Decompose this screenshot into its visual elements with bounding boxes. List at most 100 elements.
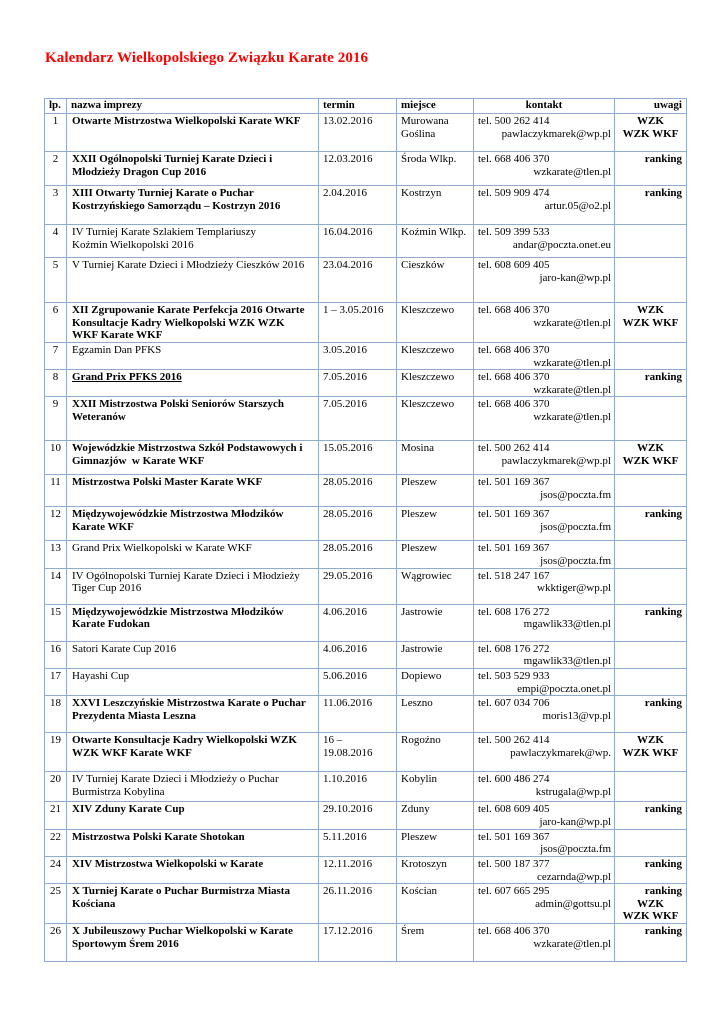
contact-cell: tel. 608 176 272 mgawlik33@tlen.pl bbox=[473, 640, 615, 670]
note-line: WZK WKF bbox=[622, 127, 679, 140]
event-name-cell: X Jubileuszowy Puchar Wielkopolski w Kar… bbox=[66, 923, 319, 963]
event-name-cell: XXII Mistrzostwa Polski Seniorów Starszy… bbox=[66, 396, 319, 442]
contact-cell: tel. 608 176 272 mgawlik33@tlen.pl bbox=[473, 603, 615, 642]
note-line: WZK bbox=[637, 734, 664, 747]
place-cell: Pleszew bbox=[396, 474, 474, 508]
notes-cell bbox=[614, 396, 687, 442]
place-cell: Krotoszyn bbox=[396, 855, 474, 885]
notes-cell bbox=[614, 640, 687, 670]
table-row: 19 Otwarte Konsultacje Kadry Wielkopolski… bbox=[44, 732, 687, 773]
contact-cell: tel. 501 169 367 jsos@poczta.fm bbox=[473, 474, 615, 508]
note-line: ranking bbox=[644, 885, 682, 898]
place-cell: Środa Wlkp. bbox=[396, 151, 474, 186]
note-line: ranking bbox=[644, 925, 682, 938]
contact-cell: tel. 668 406 370 wzkarate@tlen.pl bbox=[473, 302, 615, 343]
date-cell: 2.04.2016 bbox=[318, 185, 397, 225]
contact-cell: tel. 501 169 367 jsos@poczta.fm bbox=[473, 506, 615, 542]
event-name-cell: Otwarte Konsultacje Kadry Wielkopolski W… bbox=[66, 732, 319, 773]
event-name-cell: XXVI Leszczyńskie Mistrzostwa Karate o P… bbox=[66, 695, 319, 734]
phone-text: tel. 500 262 414 bbox=[478, 115, 550, 127]
place-cell: Pleszew bbox=[396, 828, 474, 857]
table-row: 21 XIV Zduny Karate Cup 29.10.2016 Zduny tel… bbox=[44, 801, 687, 830]
date-cell: 16.04.2016 bbox=[318, 224, 397, 258]
table-row: 15 Międzywojewódzkie Mistrzostwa Młodzikó… bbox=[44, 603, 687, 642]
phone-text: tel. 607 034 706 bbox=[478, 697, 550, 710]
notes-cell: ranking bbox=[614, 855, 687, 885]
row-number-cell: 15 bbox=[44, 603, 67, 642]
table-row: 24 XIV Mistrzostwa Wielkopolski w Karate 1… bbox=[44, 855, 687, 885]
event-name-cell: Międzywojewódzkie Mistrzostwa Młodzików … bbox=[66, 506, 319, 542]
row-number-cell: 25 bbox=[44, 883, 67, 925]
place-cell: Wągrowiec bbox=[396, 567, 474, 605]
notes-cell bbox=[614, 771, 687, 803]
notes-cell: WZK WZK WKF bbox=[614, 732, 687, 773]
phone-text: tel. 608 609 405 bbox=[478, 803, 550, 816]
column-header-uwagi: uwagi bbox=[614, 98, 687, 114]
notes-cell bbox=[614, 341, 687, 371]
table-row: 18 XXVI Leszczyńskie Mistrzostwa Karate o… bbox=[44, 695, 687, 734]
note-line: ranking bbox=[644, 508, 682, 521]
event-name-cell: Mistrzostwa Polski Karate Shotokan bbox=[66, 828, 319, 857]
phone-text: tel. 608 176 272 bbox=[478, 605, 550, 618]
events-table: lp. nazwa imprezy termin miejsce kontakt… bbox=[44, 98, 687, 963]
table-row: 7 Egzamin Dan PFKS 3.05.2016 Kleszczewo tel.… bbox=[44, 341, 687, 371]
table-row: 3 XIII Otwarty Turniej Karate o Puchar Ko… bbox=[44, 185, 687, 225]
date-cell: 29.10.2016 bbox=[318, 801, 397, 830]
contact-cell: tel. 503 529 933 empi@poczta.onet.pl bbox=[473, 668, 615, 697]
note-line: ranking bbox=[644, 187, 682, 199]
contact-cell: tel. 607 034 706 moris13@vp.pl bbox=[473, 695, 615, 734]
notes-cell bbox=[614, 540, 687, 569]
email-text: jaro-kan@wp.pl bbox=[539, 271, 611, 284]
note-line: WZK bbox=[637, 897, 664, 910]
phone-text: tel. 668 406 370 bbox=[478, 304, 550, 316]
email-text: wzkarate@tlen.pl bbox=[533, 383, 611, 396]
phone-text: tel. 518 247 167 bbox=[478, 569, 550, 582]
email-text: pawlaczykmarek@wp.pl bbox=[501, 127, 611, 140]
contact-cell: tel. 668 406 370 wzkarate@tlen.pl bbox=[473, 369, 615, 398]
date-cell: 4.06.2016 bbox=[318, 640, 397, 670]
contact-cell: tel. 518 247 167 wkktiger@wp.pl bbox=[473, 567, 615, 605]
row-number-cell: 13 bbox=[44, 540, 67, 569]
notes-cell: ranking bbox=[614, 695, 687, 734]
email-text: wkktiger@wp.pl bbox=[537, 582, 611, 595]
row-number-cell: 14 bbox=[44, 567, 67, 605]
date-cell: 1 – 3.05.2016 bbox=[318, 302, 397, 343]
table-row: 25 X Turniej Karate o Puchar Burmistrza M… bbox=[44, 883, 687, 925]
note-line: ranking bbox=[644, 371, 682, 384]
column-header-kontakt: kontakt bbox=[473, 98, 615, 114]
date-cell: 3.05.2016 bbox=[318, 341, 397, 371]
note-line: WZK bbox=[637, 115, 664, 127]
event-name-cell: IV Turniej Karate Dzieci i Młodzieży o P… bbox=[66, 771, 319, 803]
event-name-cell: XIV Mistrzostwa Wielkopolski w Karate bbox=[66, 855, 319, 885]
contact-cell: tel. 509 909 474 artur.05@o2.pl bbox=[473, 185, 615, 225]
event-name-cell: IV Ogólnopolski Turniej Karate Dzieci i … bbox=[66, 567, 319, 605]
row-number-cell: 16 bbox=[44, 640, 67, 670]
event-name-cell: Międzywojewódzkie Mistrzostwa Młodzików … bbox=[66, 603, 319, 642]
event-name-cell: Hayashi Cup bbox=[66, 668, 319, 697]
date-cell: 12.03.2016 bbox=[318, 151, 397, 186]
table-row: 2 XXII Ogólnopolski Turniej Karate Dzieci… bbox=[44, 151, 687, 186]
phone-text: tel. 608 176 272 bbox=[478, 642, 550, 655]
contact-cell: tel. 501 169 367 jsos@poczta.fm bbox=[473, 828, 615, 857]
row-number-cell: 4 bbox=[44, 224, 67, 258]
phone-text: tel. 668 406 370 bbox=[478, 153, 550, 165]
contact-cell: tel. 500 262 414 pawlaczykmarek@wp.pl bbox=[473, 113, 615, 152]
note-line: ranking bbox=[644, 605, 682, 618]
place-cell: Kleszczewo bbox=[396, 369, 474, 398]
date-cell: 7.05.2016 bbox=[318, 369, 397, 398]
place-cell: Jastrowie bbox=[396, 640, 474, 670]
email-text: artur.05@o2.pl bbox=[544, 199, 611, 212]
contact-cell: tel. 607 665 295 admin@gottsu.pl bbox=[473, 883, 615, 925]
email-text: empi@poczta.onet.pl bbox=[517, 682, 611, 695]
email-text: mgawlik33@tlen.pl bbox=[523, 655, 611, 668]
contact-cell: tel. 608 609 405 jaro-kan@wp.pl bbox=[473, 801, 615, 830]
date-cell: 17.12.2016 bbox=[318, 923, 397, 963]
email-text: wzkarate@tlen.pl bbox=[533, 356, 611, 369]
date-cell: 23.04.2016 bbox=[318, 257, 397, 303]
event-name-cell: V Turniej Karate Dzieci i Młodzieży Cies… bbox=[66, 257, 319, 303]
row-number-cell: 20 bbox=[44, 771, 67, 803]
table-row: 6 XII Zgrupowanie Karate Perfekcja 2016 O… bbox=[44, 302, 687, 343]
table-row: 12 Międzywojewódzkie Mistrzostwa Młodzikó… bbox=[44, 506, 687, 542]
notes-cell bbox=[614, 668, 687, 697]
